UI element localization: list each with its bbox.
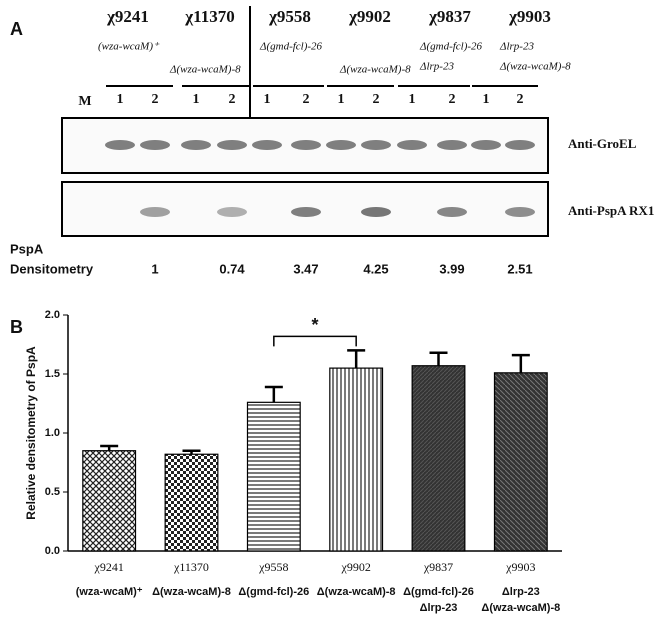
band [252,140,282,150]
significance-bracket [273,335,357,347]
blot-label: Anti-PspA RX1 [568,203,654,218]
y-tick-label: 1.5 [45,368,60,380]
genotype: Δ(wza-wcaM)-8 [499,61,571,73]
strain: χ9837 [428,7,471,26]
x-tick-label: χ9558 [258,560,288,574]
band [291,207,321,217]
x-genotype: (wza-wcaM)⁺ [76,586,143,598]
lane-number: 1 [483,92,490,107]
y-tick-label: 2.0 [45,309,60,321]
densitometry-value: 3.47 [293,261,318,276]
bar [493,372,548,552]
genotype: Δ(wza-wcaM)-8 [169,64,241,76]
genotype: Δ(gmd-fcl)-26 [259,41,323,53]
strain: χ9558 [268,7,311,26]
densitometry-value: 2.51 [507,261,532,276]
genotype: Δlrp-23 [499,41,534,53]
bar [411,365,466,552]
lane-number: 2 [152,92,159,107]
band [140,207,170,217]
band [471,140,501,150]
lane-number: 1 [193,92,200,107]
lane-number: 2 [517,92,524,107]
genotype: Δ(wza-wcaM)-8 [339,64,411,76]
x-tick-label: χ9902 [341,560,371,574]
strain: χ9241 [106,7,149,26]
y-tick-label: 0.0 [45,545,60,557]
bar [329,367,384,552]
band [361,140,391,150]
blot-label: Anti-GroEL [568,136,637,151]
x-genotype: Δ(wza-wcaM)-8 [481,602,560,614]
band [437,207,467,217]
x-genotype: Δ(wza-wcaM)-8 [152,586,231,598]
densitometry-label: PspA [10,241,44,256]
marker-lane: M [78,94,91,109]
lane-number: 1 [409,92,416,107]
densitometry-value: 3.99 [439,261,464,276]
band [397,140,427,150]
genotype: Δ(gmd-fcl)-26 [419,41,483,53]
lane-number: 2 [373,92,380,107]
panel-label: B [10,317,23,337]
lane-number: 2 [303,92,310,107]
strain: χ9903 [508,7,551,26]
y-tick-label: 0.5 [45,486,60,498]
x-tick-label: χ9903 [505,560,535,574]
densitometry-label: Densitometry [10,261,94,276]
band [181,140,211,150]
x-genotype: Δ(gmd-fcl)-26 [403,586,474,598]
lane-number: 1 [117,92,124,107]
error-bar [182,449,201,455]
strain: χ11370 [184,7,234,26]
x-tick-label: χ11370 [173,560,209,574]
genotype: (wza-wcaM)⁺ [98,41,160,53]
band [140,140,170,150]
band [291,140,321,150]
band [217,140,247,150]
y-axis-label: Relative densitometry of PspA [24,346,38,520]
strain: χ9902 [348,7,391,26]
band [217,207,247,217]
significance-label: * [311,315,318,335]
panel-label: A [10,19,23,39]
genotype: Δlrp-23 [419,61,454,73]
x-tick-label: χ9241 [94,560,124,574]
x-genotype: Δlrp-23 [420,602,458,614]
band [437,140,467,150]
band [326,140,356,150]
x-genotype: Δlrp-23 [502,586,540,598]
band [505,140,535,150]
lane-number: 1 [264,92,271,107]
band [105,140,135,150]
band [505,207,535,217]
lane-number: 1 [338,92,345,107]
band [361,207,391,217]
bar [82,450,137,552]
error-bar [429,351,448,366]
error-bar [347,349,366,369]
error-bar [264,385,283,403]
y-tick-label: 1.0 [45,427,60,439]
bar [246,401,301,552]
bar [164,453,219,552]
x-genotype: Δ(wza-wcaM)-8 [317,586,396,598]
lane-number: 2 [449,92,456,107]
error-bar [100,444,119,451]
densitometry-value: 4.25 [363,261,388,276]
x-tick-label: χ9837 [423,560,453,574]
densitometry-value: 0.74 [219,261,245,276]
lane-number: 2 [229,92,236,107]
densitometry-value: 1 [151,261,158,276]
x-genotype: Δ(gmd-fcl)-26 [238,586,309,598]
error-bar [511,353,530,373]
